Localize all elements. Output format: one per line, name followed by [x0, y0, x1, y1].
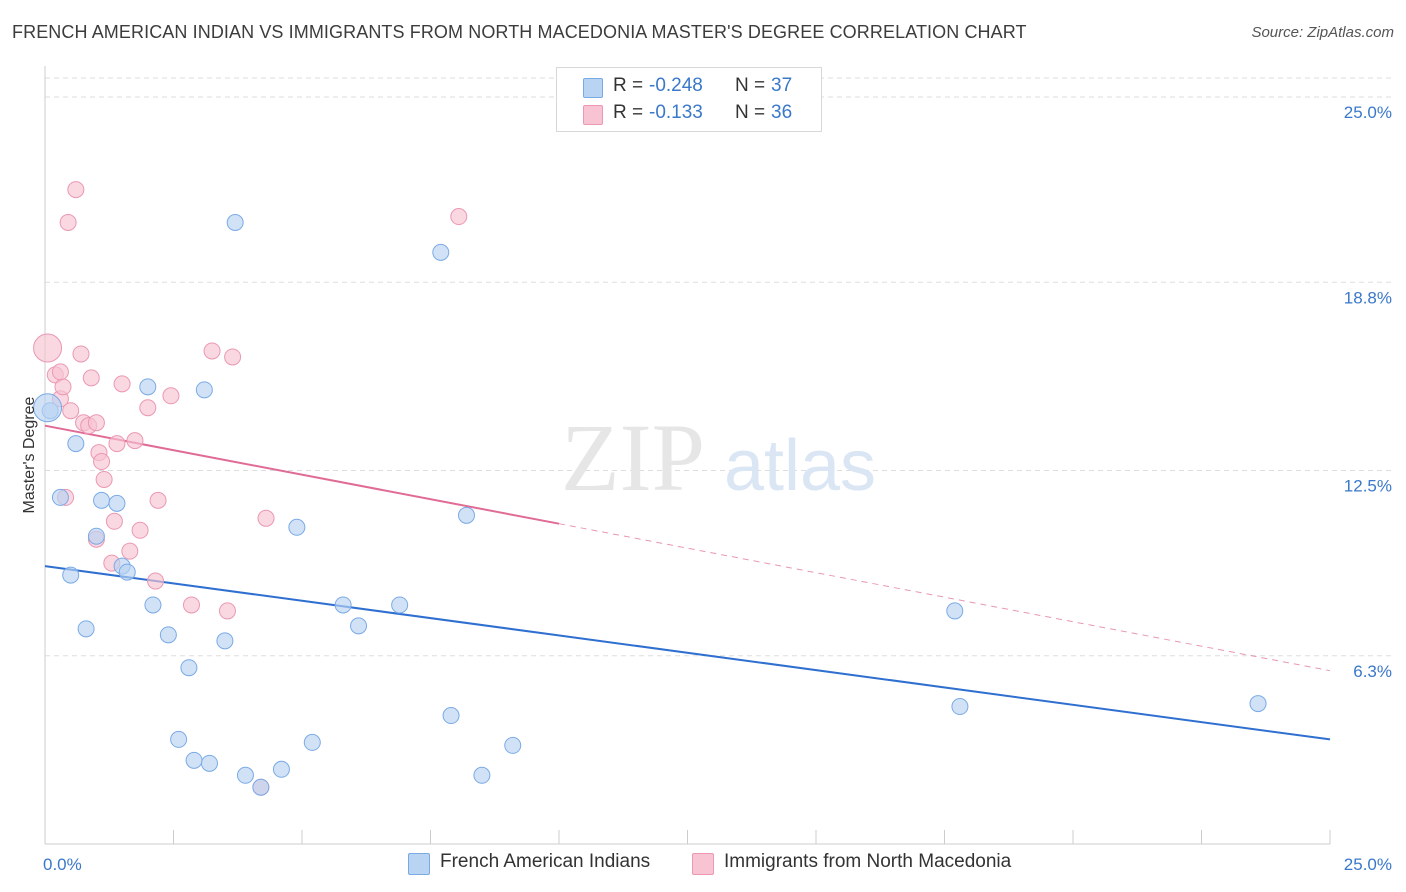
- y-tick-label: 18.8%: [1344, 288, 1392, 307]
- legend-r-label: R =: [613, 102, 644, 123]
- bottom-legend-swatch-blue: [408, 853, 430, 875]
- data-point-pink: [149, 491, 167, 509]
- bottom-legend-label-blue: French American Indians: [440, 851, 651, 872]
- data-point-pink: [218, 602, 236, 620]
- data-point-pink: [54, 378, 72, 396]
- data-point-blue: [51, 488, 69, 506]
- legend-n-label: N =: [735, 75, 766, 96]
- data-point-blue: [252, 778, 270, 796]
- trend-line-blue: [44, 565, 1331, 741]
- data-point-blue: [334, 596, 352, 614]
- data-point-pink: [108, 435, 126, 453]
- data-point-pink: [113, 375, 131, 393]
- data-point-pink: [95, 470, 113, 488]
- legend-swatch-blue: [583, 78, 603, 98]
- data-point-blue: [951, 698, 969, 716]
- data-point-blue: [216, 632, 234, 650]
- legend-n-label: N =: [735, 102, 766, 123]
- data-point-blue: [432, 243, 450, 261]
- trend-line-dashed-pink: [558, 523, 1331, 672]
- data-point-pink: [59, 213, 77, 231]
- data-point-blue: [93, 491, 111, 509]
- data-point-blue: [946, 602, 964, 620]
- data-point-pink: [147, 572, 165, 590]
- data-point-pink: [131, 521, 149, 539]
- gridlines: [45, 77, 1392, 657]
- data-point-blue: [67, 435, 85, 453]
- y-tick-label: 25.0%: [1344, 103, 1392, 122]
- data-point-blue: [118, 563, 136, 581]
- data-point-pink: [82, 369, 100, 387]
- x-tick-label: 0.0%: [43, 855, 82, 874]
- watermark-zip: ZIP: [561, 404, 705, 511]
- data-point-blue: [457, 506, 475, 524]
- chart-title: FRENCH AMERICAN INDIAN VS IMMIGRANTS FRO…: [12, 22, 1027, 42]
- data-point-pink: [87, 414, 105, 432]
- y-tick-label: 6.3%: [1353, 662, 1392, 681]
- data-point-blue: [139, 378, 157, 396]
- data-point-pink: [51, 363, 69, 381]
- data-point-blue: [87, 527, 105, 545]
- data-point-pink: [33, 333, 63, 363]
- y-axis-label: Master's Degree: [21, 396, 38, 513]
- legend-r-value: -0.133: [649, 102, 703, 123]
- data-point-pink: [224, 348, 242, 366]
- data-point-blue: [226, 213, 244, 231]
- y-tick-label: 12.5%: [1344, 477, 1392, 496]
- data-point-blue: [442, 707, 460, 725]
- data-point-blue: [288, 518, 306, 536]
- data-point-pink: [72, 345, 90, 363]
- data-point-blue: [108, 494, 126, 512]
- data-point-blue: [272, 760, 290, 778]
- data-point-blue: [504, 736, 522, 754]
- data-point-blue: [33, 393, 63, 423]
- data-point-blue: [77, 620, 95, 638]
- data-point-pink: [67, 181, 85, 199]
- data-point-blue: [195, 381, 213, 399]
- x-tick-label: 25.0%: [1344, 855, 1392, 874]
- data-point-pink: [203, 342, 221, 360]
- data-point-blue: [473, 766, 491, 784]
- data-point-blue: [1249, 695, 1267, 713]
- data-point-blue: [62, 566, 80, 584]
- data-point-pink: [257, 509, 275, 527]
- bottom-legend-swatch-pink: [692, 853, 714, 875]
- data-point-blue: [159, 626, 177, 644]
- data-point-pink: [93, 453, 111, 471]
- correlation-legend: R = -0.248 N = 37 R = -0.133 N = 36: [556, 67, 822, 132]
- data-point-blue: [236, 766, 254, 784]
- data-point-blue: [144, 596, 162, 614]
- data-point-blue: [350, 617, 368, 635]
- bottom-legend-label-pink: Immigrants from North Macedonia: [724, 851, 1012, 872]
- data-point-blue: [200, 754, 218, 772]
- legend-n-value: 37: [771, 75, 793, 96]
- source-note: Source: ZipAtlas.com: [1251, 24, 1394, 41]
- data-points: [33, 181, 1267, 796]
- data-point-pink: [162, 387, 180, 405]
- tick-labels: 6.3% 12.5% 18.8% 25.0% 0.0% 25.0%: [43, 103, 1392, 874]
- legend-r-value: -0.248: [649, 75, 703, 96]
- data-point-pink: [62, 402, 80, 420]
- axes: [44, 66, 1331, 845]
- legend-swatch-pink: [583, 105, 603, 125]
- data-point-pink: [139, 399, 157, 417]
- data-point-pink: [105, 512, 123, 530]
- watermark-atlas: atlas: [724, 426, 876, 506]
- data-point-blue: [170, 730, 188, 748]
- legend-n-value: 36: [771, 102, 793, 123]
- data-point-pink: [450, 208, 468, 226]
- data-point-blue: [391, 596, 409, 614]
- data-point-blue: [180, 659, 198, 677]
- data-point-pink: [126, 432, 144, 450]
- data-point-blue: [185, 751, 203, 769]
- data-point-blue: [303, 733, 321, 751]
- data-point-pink: [121, 542, 139, 560]
- legend-r-label: R =: [613, 75, 644, 96]
- data-point-pink: [182, 596, 200, 614]
